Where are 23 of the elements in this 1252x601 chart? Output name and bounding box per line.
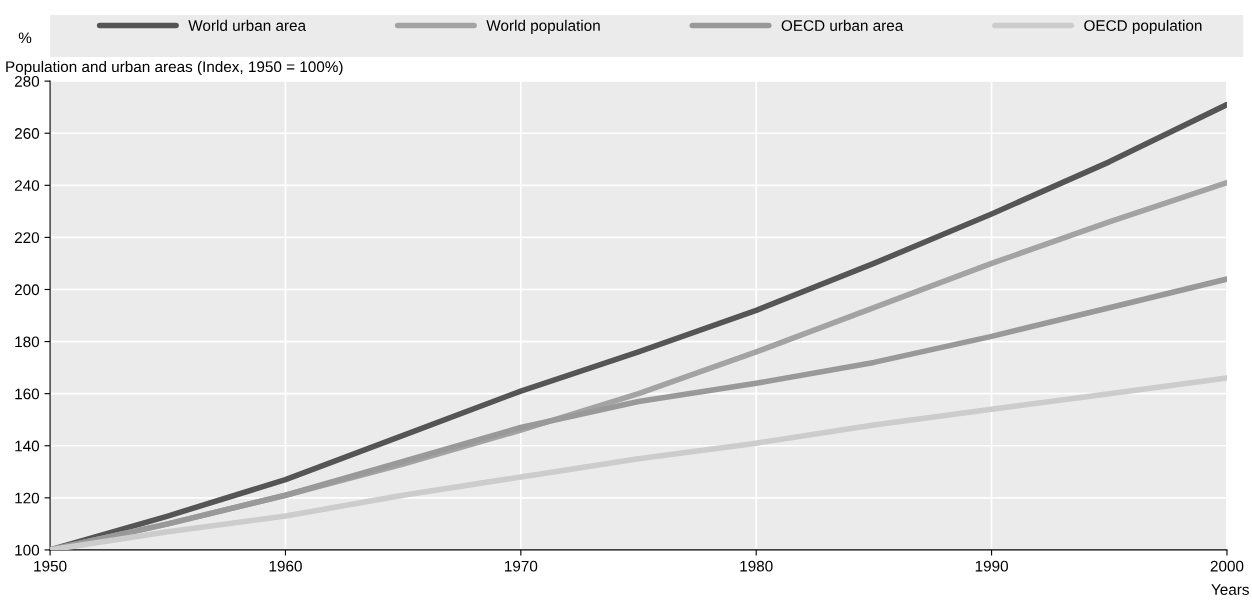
x-tick-label: 2000 — [1210, 560, 1244, 572]
legend-label: World population — [486, 19, 600, 34]
y-tick-label: 220 — [14, 232, 40, 244]
y-tick-label: 180 — [15, 336, 40, 348]
x-tick-label: 1990 — [975, 560, 1008, 572]
x-tick-label: 1960 — [269, 560, 302, 572]
legend-label: OECD population — [1084, 19, 1202, 34]
y-tick-label: 160 — [15, 388, 40, 400]
x-tick-label: 1950 — [34, 560, 67, 572]
chart-subtitle: Population and urban areas (Index, 1950 = 100%) — [6, 60, 343, 76]
y-tick-label: 280 — [14, 76, 40, 87]
legend-label: World urban area — [188, 19, 307, 31]
x-tick-label: 1970 — [505, 560, 538, 572]
legend-label: OECD urban area — [781, 19, 904, 31]
y-tick-label: 240 — [14, 180, 40, 191]
y-tick-label: 100 — [15, 544, 40, 556]
y-tick-label: 200 — [14, 284, 40, 296]
x-axis-title: Years — [1211, 584, 1249, 595]
y-tick-label: 260 — [14, 128, 40, 139]
x-tick-label: 1980 — [740, 560, 773, 572]
y-tick-label: 120 — [15, 492, 40, 504]
y-axis-title: % — [18, 32, 32, 44]
y-tick-label: 140 — [15, 440, 40, 452]
